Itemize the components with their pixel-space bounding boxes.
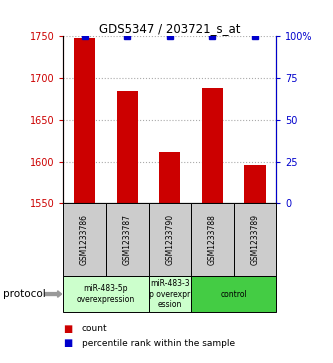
Text: ■: ■ (63, 338, 73, 348)
Title: GDS5347 / 203721_s_at: GDS5347 / 203721_s_at (99, 22, 240, 35)
Text: GSM1233789: GSM1233789 (250, 214, 260, 265)
Text: GSM1233786: GSM1233786 (80, 214, 89, 265)
Bar (74, 38, 95, 203)
Text: percentile rank within the sample: percentile rank within the sample (82, 339, 235, 347)
Text: miR-483-3
p overexpr
ession: miR-483-3 p overexpr ession (149, 279, 190, 309)
Text: GSM1233788: GSM1233788 (208, 214, 217, 265)
Text: GSM1233787: GSM1233787 (123, 214, 132, 265)
Text: protocol: protocol (3, 289, 46, 299)
Bar (244, 165, 266, 203)
Text: ■: ■ (63, 323, 73, 334)
Bar (117, 90, 138, 203)
Bar (202, 88, 223, 203)
Text: miR-483-5p
overexpression: miR-483-5p overexpression (77, 284, 135, 304)
Bar (159, 152, 180, 203)
Text: control: control (220, 290, 247, 298)
Text: GSM1233790: GSM1233790 (165, 214, 174, 265)
Text: count: count (82, 324, 107, 333)
